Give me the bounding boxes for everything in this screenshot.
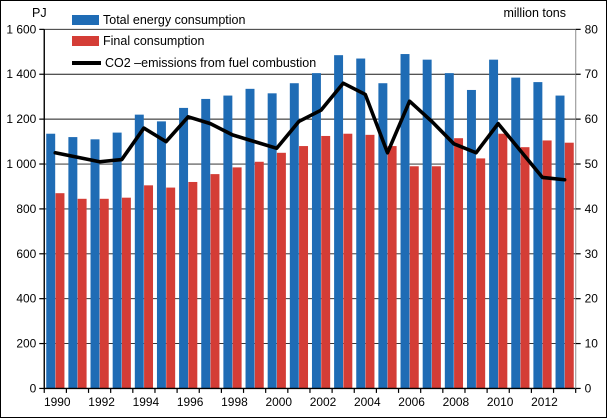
legend-label-co2-emissions: CO2 –emissions from fuel combustion [105, 55, 317, 70]
bar-total-2009 [466, 89, 476, 389]
x-axis-tick-label: 2004 [354, 395, 381, 409]
bar-final-2004 [365, 134, 375, 389]
right-axis-tick-label: 80 [585, 22, 599, 36]
x-axis-tick-label: 1998 [221, 395, 248, 409]
bar-final-2003 [343, 133, 353, 389]
bar-final-2007 [431, 166, 441, 389]
bar-final-1994 [144, 185, 154, 389]
co2-line-swatch [72, 61, 101, 65]
co2-line [53, 81, 567, 182]
bar-total-1991 [68, 137, 78, 389]
y-axis-tick-label: 1 000 [6, 157, 36, 171]
final-consumption-bars [55, 133, 574, 389]
bar-total-1998 [223, 95, 233, 389]
x-axis-tick-label: 2008 [443, 395, 470, 409]
right-axis-ticks: 0 10 20 30 40 50 60 70 80 [575, 22, 599, 395]
bar-final-1995 [166, 187, 176, 389]
bar-total-2000 [267, 93, 277, 389]
bar-final-1990 [55, 193, 65, 389]
right-axis-tick-label: 70 [585, 67, 599, 81]
bar-total-1990 [46, 133, 56, 389]
y-axis-tick-label: 1 400 [6, 67, 36, 81]
legend-item-co2-emissions: CO2 –emissions from fuel combustion [72, 52, 316, 74]
legend: Total energy consumption Final consumpti… [72, 9, 316, 74]
right-axis-tick-label: 40 [585, 202, 599, 216]
gridlines [44, 28, 576, 345]
x-axis-tick-label: 2000 [265, 395, 292, 409]
bar-final-2013 [564, 142, 574, 389]
bar-final-2001 [299, 146, 309, 389]
y-axis-tick-label: 1 600 [6, 22, 36, 36]
total-energy-swatch [72, 14, 99, 25]
x-axis-tick-label: 1990 [44, 395, 71, 409]
bar-total-2004 [356, 58, 366, 389]
right-axis-tick-label: 10 [585, 337, 599, 351]
bar-total-2002 [311, 73, 321, 389]
bar-total-2010 [489, 59, 499, 389]
bar-total-2011 [511, 77, 521, 389]
x-axis-tick-label: 2010 [487, 395, 514, 409]
right-axis-tick-label: 60 [585, 112, 599, 126]
bar-total-1994 [134, 114, 144, 389]
bar-final-2005 [387, 146, 397, 389]
bar-final-2010 [498, 133, 508, 389]
y-axis-tick-label: 1 200 [6, 112, 36, 126]
bar-total-2007 [422, 59, 432, 389]
legend-label-total-energy: Total energy consumption [103, 12, 246, 27]
x-axis-tick-label: 1992 [88, 395, 115, 409]
legend-item-final-consumption: Final consumption [72, 31, 316, 53]
bar-final-1999 [254, 161, 264, 389]
final-consumption-swatch [72, 36, 99, 47]
bar-total-1993 [112, 132, 122, 389]
bar-total-2001 [289, 83, 299, 389]
bar-final-2002 [321, 135, 331, 389]
bar-total-2006 [400, 54, 410, 389]
legend-label-final-consumption: Final consumption [103, 34, 205, 49]
bar-final-2011 [520, 147, 530, 389]
bar-final-1998 [232, 167, 242, 389]
x-axis-tick-label: 2012 [531, 395, 558, 409]
bar-final-2000 [276, 152, 286, 389]
y-axis-tick-label: 200 [16, 337, 36, 351]
bar-total-1995 [156, 121, 166, 389]
bar-final-1996 [188, 181, 198, 389]
bar-total-1997 [201, 98, 211, 389]
y-axis-tick-label: 0 [30, 381, 37, 395]
x-axis-tick-label: 1996 [177, 395, 204, 409]
x-axis-ticks: 1990 1992 1994 1996 1998 2000 2002 2004 2006 2008… [43, 388, 577, 409]
x-axis-tick-label: 2006 [398, 395, 425, 409]
bar-total-2008 [444, 73, 454, 389]
bar-total-2012 [533, 82, 543, 389]
y-axis-tick-label: 400 [16, 292, 36, 306]
bar-total-1996 [179, 107, 189, 389]
total-energy-bars [46, 54, 565, 389]
bar-final-2012 [542, 140, 552, 389]
right-axis-tick-label: 0 [585, 381, 592, 395]
left-axis-unit-label: PJ [32, 6, 47, 20]
right-axis-tick-label: 30 [585, 247, 599, 261]
x-axis-tick-label: 2002 [310, 395, 337, 409]
bar-final-2006 [409, 166, 419, 389]
y-axis-tick-label: 800 [16, 202, 36, 216]
legend-item-total-energy: Total energy consumption [72, 9, 316, 31]
right-axis-unit-label: million tons [503, 6, 566, 20]
right-axis-tick-label: 50 [585, 157, 599, 171]
bar-total-2013 [555, 95, 565, 389]
bar-total-2005 [378, 83, 388, 389]
y-axis-tick-label: 600 [16, 247, 36, 261]
bar-final-1991 [77, 198, 87, 389]
bar-total-1999 [245, 88, 255, 389]
left-axis-ticks: 0 200 400 600 800 1 000 1 200 1 400 1 600 [6, 22, 45, 395]
bar-final-1993 [121, 197, 131, 389]
bar-final-1997 [210, 174, 220, 389]
bar-final-1992 [99, 198, 109, 389]
right-axis-tick-label: 20 [585, 292, 599, 306]
x-axis-tick-label: 1994 [133, 395, 160, 409]
bar-total-1992 [90, 139, 100, 389]
bar-total-2003 [334, 55, 344, 389]
bar-final-2009 [476, 158, 486, 389]
bar-final-2008 [454, 138, 464, 389]
